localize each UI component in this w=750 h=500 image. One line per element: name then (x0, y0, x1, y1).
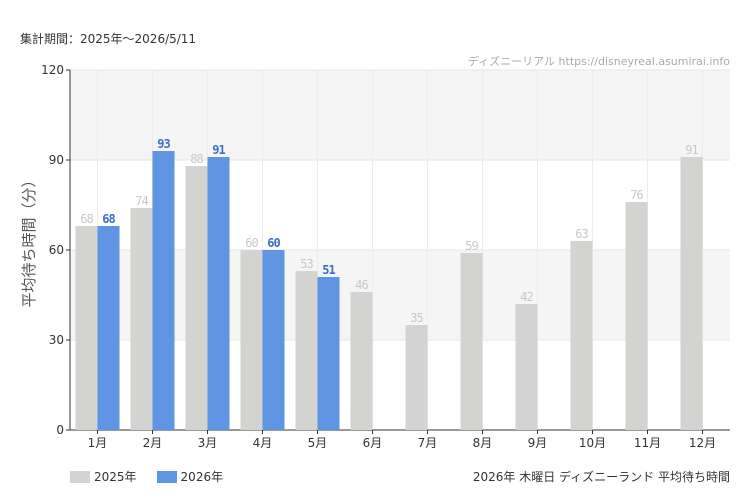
chart-footer-title: 2026年 木曜日 ディズニーランド 平均待ち時間 (472, 470, 730, 484)
bar-value-label: 91 (685, 143, 698, 157)
y-tick-label: 30 (49, 333, 64, 347)
legend-swatch-2025 (70, 470, 90, 483)
x-tick-label: 12月 (689, 436, 716, 450)
bar-value-label: 63 (575, 227, 588, 241)
site-watermark: ディズニーリアル https://disneyreal.asumirai.inf… (467, 55, 730, 68)
bar-2026年-2月 (152, 151, 175, 430)
legend-swatch-2026 (156, 470, 177, 483)
x-tick-label: 7月 (418, 436, 438, 450)
y-tick-label: 0 (56, 423, 64, 437)
bar-2025年-1月 (75, 226, 98, 430)
bar-2026年-3月 (207, 157, 230, 430)
x-tick-label: 2月 (143, 436, 163, 450)
bar-value-label: 51 (322, 263, 335, 277)
bar-value-label: 60 (267, 236, 280, 250)
legend-item-2026[interactable]: 2026年 (156, 468, 224, 485)
x-tick-label: 6月 (363, 436, 383, 450)
bar-2026年-1月 (97, 226, 120, 430)
legend: 2025年 2026年 (70, 468, 223, 485)
x-tick-label: 8月 (473, 436, 493, 450)
bar-2025年-5月 (295, 271, 318, 430)
bar-2025年-11月 (625, 202, 648, 430)
x-tick-label: 10月 (579, 436, 606, 450)
bar-value-label: 68 (80, 212, 93, 226)
period-label: 集計期間：2025年～2026/5/11 (20, 32, 197, 46)
bar-value-label: 46 (355, 278, 368, 292)
y-tick-label: 120 (41, 63, 64, 77)
bar-value-label: 88 (190, 152, 203, 166)
x-tick-label: 4月 (253, 436, 273, 450)
bar-value-label: 53 (300, 257, 313, 271)
bar-value-label: 93 (157, 137, 170, 151)
bar-2025年-10月 (570, 241, 593, 430)
bar-value-label: 68 (102, 212, 115, 226)
x-tick-label: 11月 (634, 436, 661, 450)
x-tick-label: 1月 (88, 436, 108, 450)
legend-label-2025: 2025年 (94, 470, 137, 484)
y-tick-label: 90 (49, 153, 64, 167)
bar-value-label: 60 (245, 236, 258, 250)
bar-2026年-4月 (262, 250, 285, 430)
bar-value-label: 76 (630, 188, 643, 202)
x-tick-label: 5月 (308, 436, 328, 450)
grid-band (70, 250, 730, 340)
bar-2025年-4月 (240, 250, 263, 430)
y-tick-label: 60 (49, 243, 64, 257)
bar-value-label: 91 (212, 143, 225, 157)
bar-value-label: 35 (410, 311, 423, 325)
bar-value-label: 74 (135, 194, 148, 208)
bar-2026年-5月 (317, 277, 340, 430)
bar-2025年-8月 (460, 253, 483, 430)
bar-2025年-7月 (405, 325, 428, 430)
grid-band (70, 70, 730, 160)
bar-value-label: 59 (465, 239, 478, 253)
x-tick-label: 9月 (528, 436, 548, 450)
legend-item-2025[interactable]: 2025年 (70, 468, 137, 485)
bar-2025年-3月 (185, 166, 208, 430)
bar-value-label: 42 (520, 290, 533, 304)
bar-2025年-6月 (350, 292, 373, 430)
bar-2025年-12月 (680, 157, 703, 430)
bar-2025年-9月 (515, 304, 538, 430)
bar-2025年-2月 (130, 208, 153, 430)
legend-label-2026: 2026年 (180, 470, 224, 484)
y-axis-label: 平均待ち時間（分） (20, 172, 38, 307)
x-tick-label: 3月 (198, 436, 218, 450)
